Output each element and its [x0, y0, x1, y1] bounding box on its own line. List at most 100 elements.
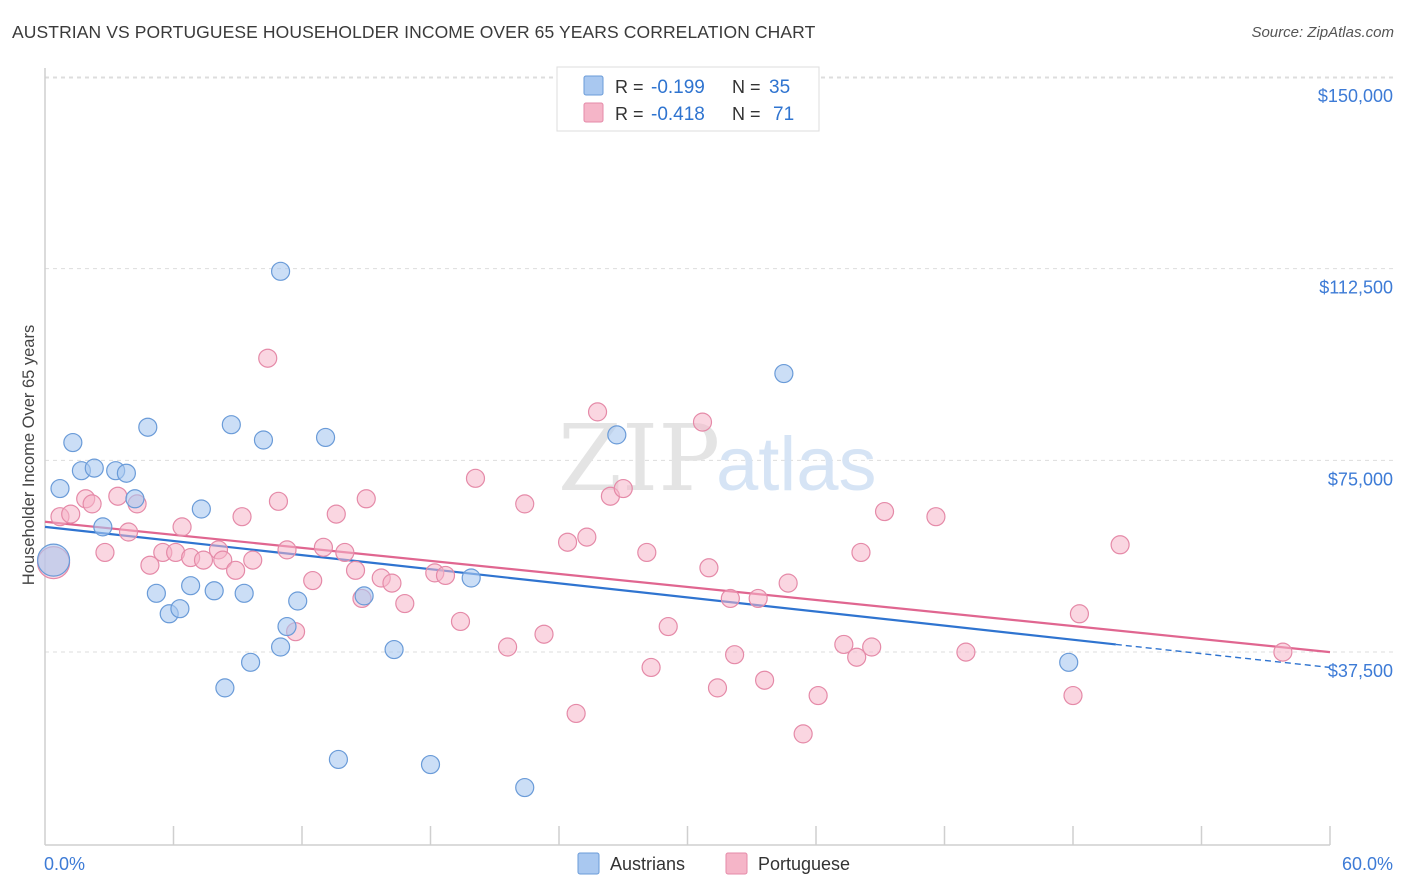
austrian-point: [270, 637, 291, 657]
portuguese-point: [213, 550, 233, 570]
y-tick-labels: $37,500 $75,000 $112,500 $150,000: [1318, 86, 1393, 681]
portuguese-point: [658, 616, 678, 637]
portuguese-point: [356, 489, 376, 509]
austrian-point: [234, 583, 254, 603]
portuguese-point: [847, 647, 867, 667]
legend-label-austrians: Austrians: [610, 854, 685, 874]
x-tick-label: 60.0%: [1342, 854, 1393, 874]
austrian-point: [116, 463, 136, 483]
watermark-atlas: atlas: [716, 422, 877, 507]
chart-title: AUSTRIAN VS PORTUGUESE HOUSEHOLDER INCOM…: [12, 22, 816, 42]
stats-legend: R = -0.199 N = 35 R = -0.418 N = 71: [556, 66, 820, 132]
portuguese-point: [465, 468, 486, 488]
portuguese-point: [720, 588, 740, 609]
portuguese-point: [382, 573, 402, 593]
legend-n-value: 71: [773, 104, 794, 125]
x-tick-labels: 0.0% 60.0%: [44, 854, 1393, 874]
portuguese-point: [118, 522, 139, 542]
portuguese-point: [140, 555, 160, 575]
portuguese-point: [754, 670, 775, 690]
portuguese-point: [534, 624, 554, 644]
portuguese-point: [232, 507, 252, 527]
portuguese-trend-line: [44, 520, 1331, 654]
austrian-point: [50, 478, 70, 499]
austrians-swatch: [583, 75, 604, 96]
portuguese-point: [637, 542, 657, 563]
austrian-point: [420, 754, 441, 775]
portuguese-point: [725, 645, 745, 665]
portuguese-point: [326, 504, 346, 524]
portuguese-point: [226, 560, 246, 580]
portuguese-point: [834, 634, 854, 655]
austrian-point: [384, 639, 404, 660]
austrian-point: [221, 415, 241, 435]
portuguese-point: [1110, 535, 1130, 555]
portuguese-point: [956, 642, 976, 662]
portuguese-point: [243, 550, 263, 570]
austrian-point: [36, 543, 71, 577]
portuguese-point: [258, 348, 278, 368]
austrian-point: [63, 432, 83, 453]
portuguese-point: [874, 501, 895, 522]
austrian-point: [315, 427, 336, 448]
austrian-point: [253, 430, 274, 450]
portuguese-point: [268, 491, 289, 511]
y-tick-label: $150,000: [1318, 86, 1393, 106]
portuguese-point: [1063, 685, 1083, 706]
portuguese-point: [193, 550, 214, 570]
austrian-point: [181, 576, 201, 596]
austrian-point: [84, 458, 104, 478]
austrian-point: [125, 489, 145, 509]
legend-n-label: N =: [732, 104, 761, 124]
y-tick-label: $75,000: [1328, 469, 1393, 489]
austrian-point: [774, 363, 794, 384]
austrian-point: [170, 599, 190, 619]
austrian-point: [204, 581, 224, 601]
austrians-trend-line: [44, 525, 1116, 646]
austrian-point: [277, 616, 297, 637]
portuguese-point: [808, 685, 828, 706]
portuguese-point: [851, 542, 871, 563]
portuguese-point: [566, 703, 586, 724]
y-tick-label: $37,500: [1328, 661, 1393, 681]
austrian-point: [354, 586, 374, 606]
portuguese-point: [862, 637, 882, 657]
portuguese-point: [82, 494, 102, 514]
austrian-point: [607, 425, 627, 445]
portuguese-point: [692, 412, 713, 432]
axes: [44, 68, 1331, 846]
portuguese-point: [613, 478, 633, 499]
portuguese-point: [277, 540, 297, 560]
austrian-point: [191, 499, 211, 519]
portuguese-point: [793, 724, 813, 744]
y-axis-label: Householder Income Over 65 years: [20, 325, 38, 585]
portuguese-point: [587, 402, 608, 422]
portuguese-point: [395, 593, 415, 614]
series-legend: Austrians Portuguese: [577, 852, 850, 875]
austrian-point: [1059, 652, 1079, 672]
portuguese-point: [95, 542, 115, 563]
portuguese-point: [1069, 604, 1090, 624]
portuguese-point: [778, 573, 798, 593]
portuguese-point: [641, 657, 661, 678]
portuguese-point: [498, 637, 518, 657]
austrian-point: [288, 591, 308, 611]
legend-n-label: N =: [732, 77, 761, 97]
portuguese-point: [577, 527, 597, 547]
x-tick-label: 0.0%: [44, 854, 85, 874]
data-points: [36, 261, 1293, 798]
portuguese-point: [172, 517, 192, 537]
austrian-point: [515, 777, 535, 798]
austrian-point: [215, 678, 235, 698]
austrian-point: [241, 652, 261, 672]
portuguese-point: [335, 542, 355, 563]
austrian-point: [461, 568, 481, 588]
austrians-trend-extension: [1115, 643, 1331, 669]
portuguese-point: [313, 537, 334, 557]
portuguese-swatch: [583, 102, 604, 123]
portuguese-point: [1273, 642, 1293, 662]
portuguese-point: [515, 494, 535, 514]
legend-r-label: R =: [615, 77, 644, 97]
source-label: Source: ZipAtlas.com: [1251, 24, 1394, 41]
legend-r-label: R =: [615, 104, 644, 124]
